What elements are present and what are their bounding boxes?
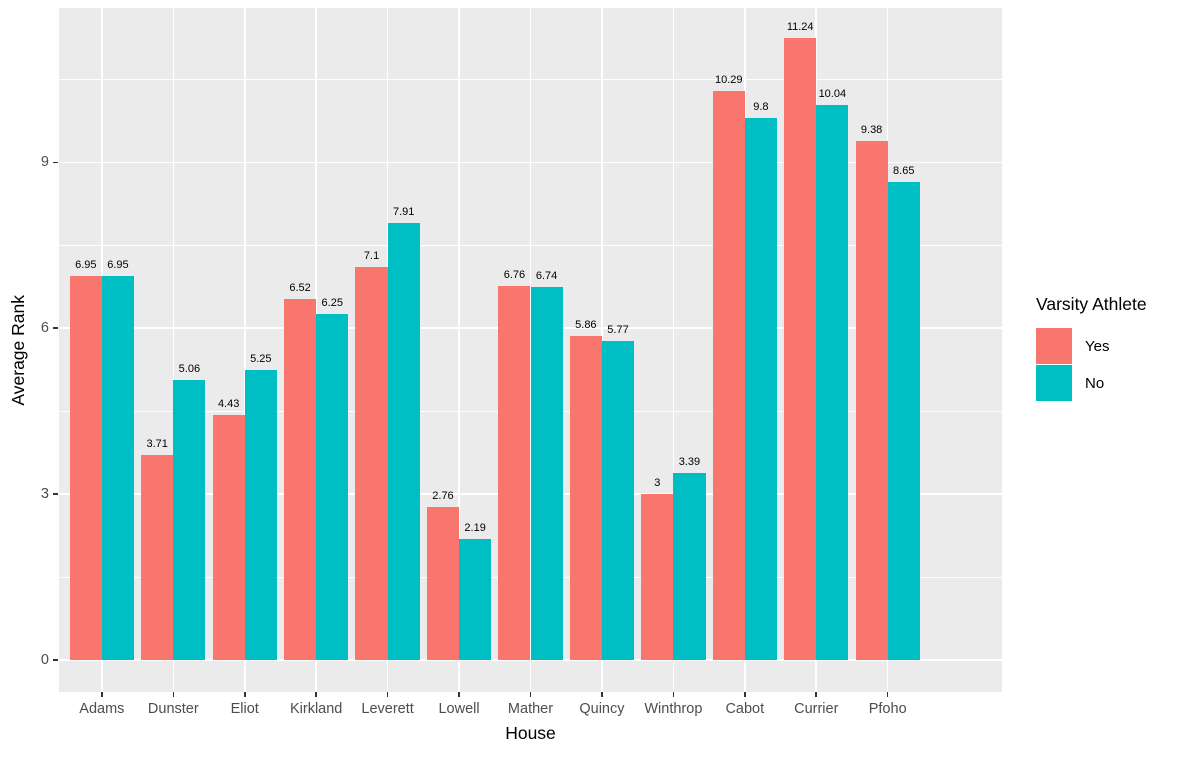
gridline-vertical-major xyxy=(243,8,246,692)
x-tick-mark xyxy=(101,692,103,697)
legend-swatch-yes xyxy=(1036,328,1072,364)
bar-yes-dunster xyxy=(141,454,174,660)
x-tick-mark xyxy=(315,692,317,697)
legend-label-no: No xyxy=(1085,374,1105,392)
x-tick-label-kirkland: Kirkland xyxy=(289,701,343,717)
bar-value-label: 3.71 xyxy=(146,437,168,450)
x-tick-mark xyxy=(815,692,818,697)
legend-entry-no: No xyxy=(1036,365,1200,401)
bar-value-label: 10.04 xyxy=(818,87,847,100)
bar-yes-pfoho xyxy=(855,141,888,660)
bar-value-label: 2.19 xyxy=(464,521,486,534)
bar-no-currier xyxy=(816,104,849,660)
bar-value-label: 6.52 xyxy=(289,282,311,295)
bar-yes-cabot xyxy=(712,90,745,660)
bar-value-label: 4.43 xyxy=(217,398,240,411)
legend-label-yes: Yes xyxy=(1085,337,1110,355)
x-tick-mark xyxy=(744,692,746,697)
bar-value-label: 7.91 xyxy=(392,205,415,218)
y-tick-mark xyxy=(53,327,58,329)
bar-value-label: 5.86 xyxy=(575,318,597,331)
x-tick-label-adams: Adams xyxy=(79,701,125,717)
bar-no-mather xyxy=(530,287,563,660)
x-tick-mark xyxy=(386,692,389,697)
bar-no-quincy xyxy=(601,340,635,660)
bar-no-cabot xyxy=(744,118,777,660)
bar-value-label: 6.25 xyxy=(321,297,343,310)
bar-value-label: 9.38 xyxy=(860,124,883,137)
bar-value-label: 3 xyxy=(654,477,661,490)
x-tick-mark xyxy=(243,692,246,697)
bar-yes-currier xyxy=(784,38,817,660)
x-tick-mark xyxy=(886,692,889,697)
x-tick-label-winthrop: Winthrop xyxy=(644,701,703,717)
y-tick-mark xyxy=(53,161,58,164)
x-tick-mark xyxy=(529,692,532,697)
bar-value-label: 6.74 xyxy=(535,270,558,283)
bar-yes-winthrop xyxy=(641,494,674,660)
bar-value-label: 9.8 xyxy=(753,101,769,114)
bar-value-label: 3.39 xyxy=(678,455,701,468)
bar-value-label: 11.24 xyxy=(786,21,814,34)
bar-value-label: 7.1 xyxy=(363,250,380,263)
bar-value-label: 5.77 xyxy=(607,323,629,336)
y-tick-label: 9 xyxy=(40,153,49,170)
x-tick-label-cabot: Cabot xyxy=(725,701,765,717)
x-tick-label-dunster: Dunster xyxy=(147,701,199,717)
bar-value-label: 6.95 xyxy=(75,258,97,271)
gridline-vertical-major xyxy=(458,8,460,692)
bar-value-label: 10.29 xyxy=(714,73,743,86)
x-axis-title: House xyxy=(505,723,556,743)
x-tick-mark xyxy=(172,692,175,697)
bar-yes-adams xyxy=(69,275,102,660)
x-tick-label-currier: Currier xyxy=(794,701,839,717)
bar-value-label: 2.76 xyxy=(432,490,454,503)
y-tick-label: 6 xyxy=(40,319,49,336)
legend: Varsity Athlete Yes No xyxy=(1036,294,1200,402)
x-tick-label-quincy: Quincy xyxy=(579,701,625,717)
bar-no-pfoho xyxy=(887,181,920,660)
legend-swatch-no xyxy=(1036,365,1072,401)
x-tick-label-eliot: Eliot xyxy=(230,701,259,717)
bar-yes-kirkland xyxy=(284,299,317,660)
bar-value-label: 5.06 xyxy=(178,363,201,376)
gridline-vertical-major xyxy=(672,8,675,692)
bar-no-kirkland xyxy=(316,314,349,660)
bar-no-lowell xyxy=(459,538,492,660)
bar-no-eliot xyxy=(244,369,277,660)
gridline-vertical-major xyxy=(601,8,603,692)
bar-yes-quincy xyxy=(569,335,602,660)
x-tick-mark xyxy=(458,692,460,697)
bar-no-dunster xyxy=(173,380,206,660)
bar-value-label: 6.76 xyxy=(503,269,526,282)
x-tick-label-leverett: Leverett xyxy=(361,701,414,717)
x-tick-mark xyxy=(672,692,675,697)
y-axis-title-wrap: Average Rank xyxy=(8,8,29,692)
bar-value-label: 6.95 xyxy=(107,258,129,271)
plot-panel: 6.95 6.95 3.71 5.06 4.43 5.25 6.52 6.25 7.1 7.91 2… xyxy=(59,8,1002,692)
bar-no-leverett xyxy=(387,222,420,660)
gridline-vertical-major xyxy=(529,8,532,692)
y-tick-label: 0 xyxy=(40,651,49,668)
bar-no-adams xyxy=(101,275,134,660)
bar-yes-mather xyxy=(498,286,531,660)
x-tick-mark xyxy=(601,692,603,697)
bar-yes-eliot xyxy=(212,415,245,660)
x-tick-label-lowell: Lowell xyxy=(438,701,480,717)
bar-value-label: 8.65 xyxy=(893,164,915,177)
y-tick-mark xyxy=(53,659,58,661)
y-axis-title: Average Rank xyxy=(8,294,28,406)
bar-yes-lowell xyxy=(426,507,460,660)
bar-value-label: 5.25 xyxy=(250,352,272,365)
bar-yes-leverett xyxy=(355,267,388,660)
x-tick-label-pfoho: Pfoho xyxy=(868,701,907,717)
y-tick-label: 3 xyxy=(40,485,49,502)
bar-no-winthrop xyxy=(673,472,706,660)
y-tick-mark xyxy=(53,493,58,495)
gridline-vertical-major xyxy=(172,8,175,692)
x-tick-label-mather: Mather xyxy=(507,701,554,717)
legend-title: Varsity Athlete xyxy=(1036,294,1147,314)
legend-entry-yes: Yes xyxy=(1036,328,1200,364)
